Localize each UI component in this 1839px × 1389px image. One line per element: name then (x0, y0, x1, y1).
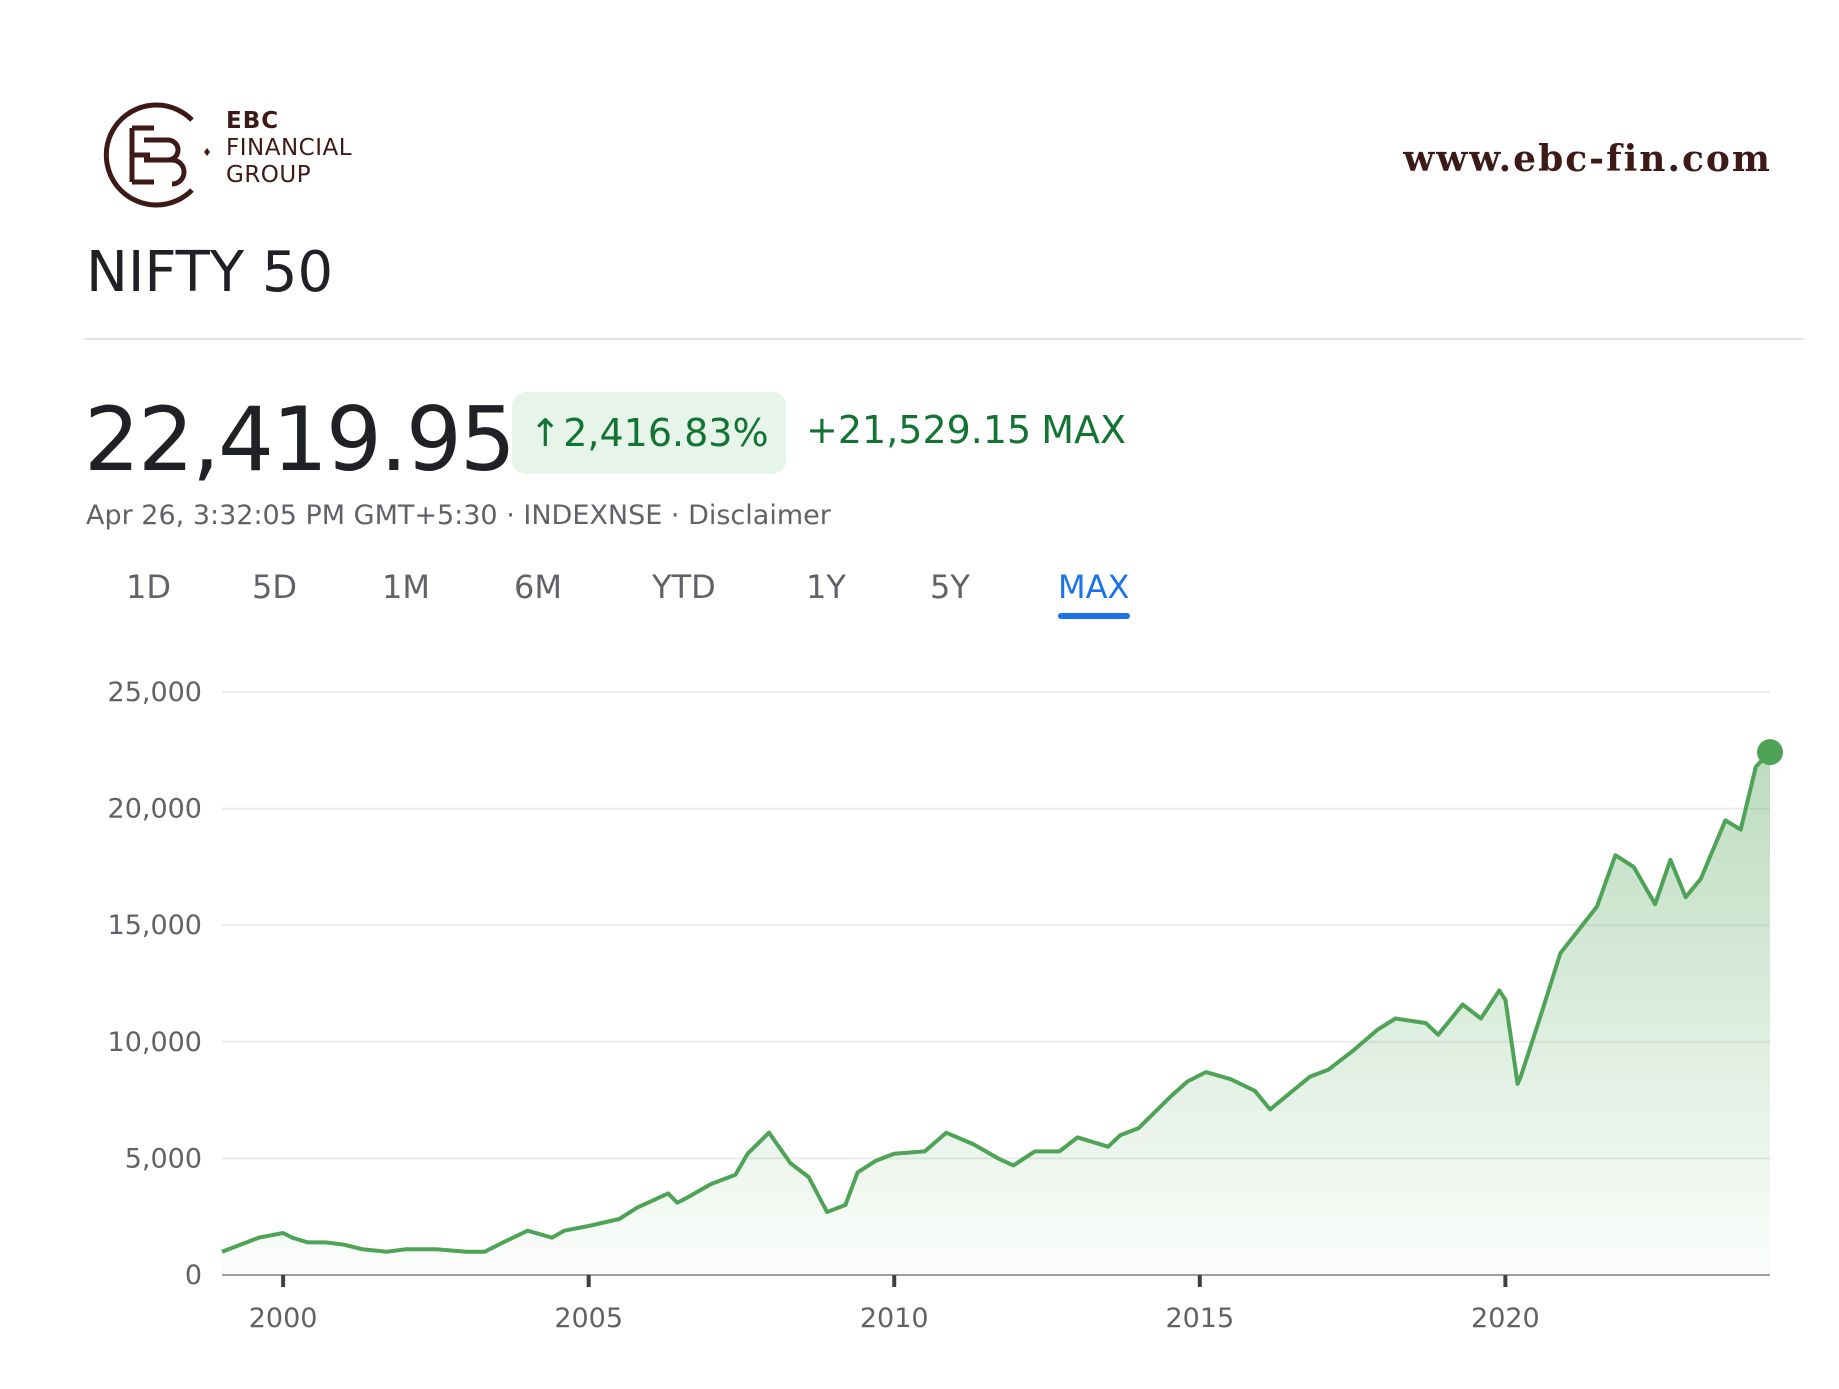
tab-1y[interactable]: 1Y (806, 568, 846, 606)
header-divider (84, 338, 1804, 340)
meta-separator: · (506, 500, 515, 531)
current-price: 22,419.95 (84, 388, 516, 491)
y-tick-label: 0 (185, 1260, 202, 1291)
price-line (221, 750, 1772, 1254)
exchange-code: INDEXNSE (523, 500, 663, 531)
website-url: www.ebc-fin.com (1403, 138, 1772, 180)
tab-5y[interactable]: 5Y (930, 568, 970, 606)
y-tick-label: 15,000 (108, 910, 202, 941)
brand-name-line2: FINANCIAL (226, 135, 353, 161)
x-tick-label: 2005 (554, 1303, 623, 1334)
active-tab-indicator (1058, 613, 1130, 619)
meta-separator: · (670, 500, 680, 531)
x-tick-label: 2015 (1165, 1303, 1234, 1334)
y-tick-label: 10,000 (108, 1027, 202, 1058)
brand-name-line1: EBC (226, 108, 280, 134)
change-percent-badge: ↑ 2,416.83% (512, 392, 786, 474)
tab-ytd[interactable]: YTD (652, 568, 716, 606)
y-tick-label: 25,000 (108, 677, 202, 708)
quote-meta: Apr 26, 3:32:05 PM GMT+5:30 · INDEXNSE ·… (86, 500, 831, 531)
last-price-marker (1757, 739, 1783, 766)
brand-name-line3: GROUP (226, 162, 312, 188)
tab-6m[interactable]: 6M (514, 568, 562, 606)
x-axis-labels: 2000 2005 2010 2015 2020 (249, 1303, 1540, 1334)
ebc-monogram-icon (103, 102, 210, 208)
arrow-up-icon: ↑ (529, 411, 562, 455)
y-tick-label: 5,000 (125, 1143, 202, 1174)
y-axis-labels: 0 5,000 10,000 15,000 20,000 25,000 (108, 677, 202, 1291)
change-absolute-row: +21,529.15 MAX (806, 408, 1126, 452)
page-title: NIFTY 50 (86, 240, 334, 305)
tab-1m[interactable]: 1M (382, 568, 430, 606)
brand-logo: EBC FINANCIAL GROUP (92, 90, 392, 220)
price-area (222, 752, 1770, 1275)
quote-timestamp: Apr 26, 3:32:05 PM GMT+5:30 (86, 500, 498, 531)
x-tick-label: 2010 (860, 1303, 929, 1334)
x-tick-label: 2000 (249, 1303, 318, 1334)
disclaimer-link[interactable]: Disclaimer (688, 500, 831, 531)
y-tick-label: 20,000 (108, 794, 202, 825)
tab-5d[interactable]: 5D (252, 568, 297, 606)
change-percent: 2,416.83% (563, 411, 769, 455)
x-tick-label: 2020 (1471, 1303, 1540, 1334)
x-axis-ticks (281, 1275, 1508, 1287)
tab-1d[interactable]: 1D (126, 568, 171, 606)
change-period: MAX (1041, 408, 1127, 452)
tab-max[interactable]: MAX (1058, 568, 1130, 606)
change-absolute: +21,529.15 (806, 408, 1032, 452)
